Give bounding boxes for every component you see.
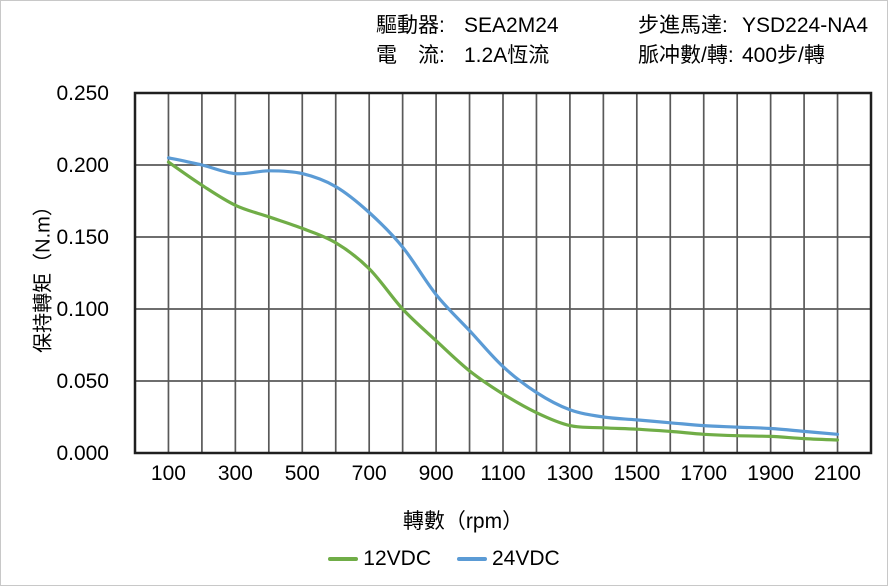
x-tick-label: 1700 xyxy=(680,462,727,485)
driver-label: 驅動器: xyxy=(376,14,445,37)
series-line-24vdc xyxy=(166,156,840,436)
y-tick-label: 0.000 xyxy=(56,442,109,465)
header-steps-per-rev: 脈冲數/轉: 400步/轉 xyxy=(638,43,825,69)
x-tick-label: 1300 xyxy=(547,462,594,485)
steps-value: 400步/轉 xyxy=(742,44,825,67)
legend-swatch-12vdc xyxy=(328,557,359,561)
x-axis-title: 轉數（rpm） xyxy=(402,510,524,533)
header-driver: 驅動器: SEA2M24 xyxy=(376,13,559,39)
current-value: 1.2A恆流 xyxy=(464,44,550,67)
x-tick-label: 1100 xyxy=(480,462,525,485)
header-motor: 步進馬達: YSD224-NA4 xyxy=(638,13,868,39)
x-tick-label: 900 xyxy=(419,462,454,485)
legend-label-24vdc: 24VDC xyxy=(492,547,560,570)
legend: 12VDC 24VDC xyxy=(1,547,887,571)
header-current: 電 流: 1.2A恆流 xyxy=(376,43,549,69)
legend-item-24vdc: 24VDC xyxy=(457,547,560,571)
x-tick-label: 2100 xyxy=(814,462,861,485)
steps-label: 脈冲數/轉: xyxy=(638,44,734,67)
y-tick-label: 0.100 xyxy=(56,298,109,321)
series-line-12vdc xyxy=(166,160,840,442)
driver-value: SEA2M24 xyxy=(464,14,559,37)
current-label: 電 流: xyxy=(376,44,445,67)
motor-value: YSD224-NA4 xyxy=(742,14,869,37)
legend-label-12vdc: 12VDC xyxy=(363,547,431,570)
legend-swatch-24vdc xyxy=(457,557,487,561)
x-tick-label: 1900 xyxy=(747,462,794,485)
y-tick-label: 0.250 xyxy=(56,82,109,105)
x-tick-label: 100 xyxy=(151,462,186,485)
x-tick-label: 1500 xyxy=(613,462,660,485)
motor-label: 步進馬達: xyxy=(638,14,728,37)
y-tick-label: 0.050 xyxy=(56,370,109,393)
x-tick-label: 500 xyxy=(285,462,320,485)
x-tick-label: 300 xyxy=(218,462,253,485)
plot-border xyxy=(133,91,873,455)
legend-item-12vdc: 12VDC xyxy=(328,547,431,571)
y-tick-label: 0.200 xyxy=(56,154,109,177)
x-tick-label: 700 xyxy=(352,462,387,485)
y-tick-label: 0.150 xyxy=(56,226,109,249)
